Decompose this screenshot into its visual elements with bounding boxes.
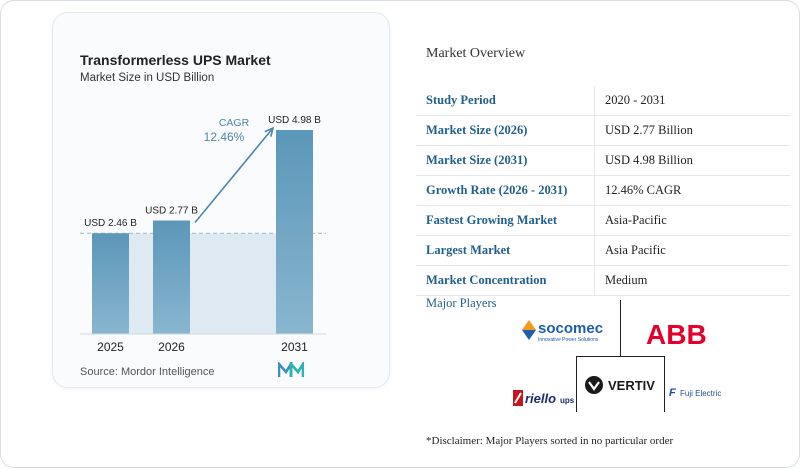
overview-table: Study Period 2020 - 2031 Market Size (20… — [416, 86, 790, 296]
cagr-arrow — [194, 127, 274, 224]
cagr-value: 12.46% — [204, 130, 245, 144]
abb-logo: ABB — [646, 319, 707, 348]
overview-label: Market Size (2026) — [426, 123, 528, 137]
cagr-arrowhead — [264, 126, 275, 137]
overview-value: USD 2.77 Billion — [594, 116, 693, 145]
overview-label: Fastest Growing Market — [426, 213, 557, 227]
riello-wordmark: riello — [525, 391, 556, 406]
source-note: Source: Mordor Intelligence — [80, 366, 215, 378]
socomec-tagline: Innovative Power Solutions — [538, 337, 599, 343]
players-divider — [576, 356, 664, 357]
bar-2031 — [276, 130, 313, 334]
overview-row: Market Concentration Medium — [416, 266, 790, 296]
bar-data-label: USD 2.46 B — [84, 218, 137, 229]
abb-wordmark: ABB — [646, 319, 707, 348]
fuji-electric-logo: F Fuji Electric — [669, 387, 721, 399]
overview-row: Largest Market Asia Pacific — [416, 236, 790, 266]
overview-row: Growth Rate (2026 - 2031) 12.46% CAGR — [416, 176, 790, 206]
socomec-wordmark: socomec — [538, 320, 603, 337]
overview-value: Asia-Pacific — [594, 206, 667, 235]
overview-row: Market Size (2026) USD 2.77 Billion — [416, 116, 790, 146]
overview-value: Medium — [594, 266, 647, 295]
chart-subtitle: Market Size in USD Billion — [80, 72, 215, 84]
overview-value: 12.46% CAGR — [594, 176, 681, 205]
svg-text:F: F — [669, 387, 676, 399]
overview-title: Market Overview — [426, 46, 526, 61]
x-tick-label: 2031 — [281, 340, 308, 354]
cagr-label: CAGR — [219, 117, 250, 129]
overview-label: Largest Market — [426, 243, 511, 257]
players-divider — [576, 356, 577, 412]
bar-2026 — [153, 220, 190, 334]
riello-suffix: ups — [560, 396, 575, 405]
overview-value: USD 4.98 Billion — [594, 146, 693, 175]
players-divider — [664, 356, 665, 412]
vertiv-logo: VERTIV — [585, 376, 655, 394]
x-tick-label: 2026 — [158, 340, 185, 354]
overview-label: Market Concentration — [426, 273, 547, 287]
overview-row: Fastest Growing Market Asia-Pacific — [416, 206, 790, 236]
bar-2025 — [92, 233, 129, 334]
bar-data-label: USD 4.98 B — [268, 115, 321, 126]
overview-label: Market Size (2031) — [426, 153, 528, 167]
disclaimer: *Disclaimer: Major Players sorted in no … — [426, 435, 674, 447]
overview-value: 2020 - 2031 — [594, 86, 665, 115]
overview-label: Growth Rate (2026 - 2031) — [426, 183, 568, 197]
overview-row: Market Size (2031) USD 4.98 Billion — [416, 146, 790, 176]
overview-label: Study Period — [426, 93, 496, 107]
bar-data-label: USD 2.77 B — [145, 206, 198, 217]
fuji-electric-wordmark: Fuji Electric — [680, 389, 721, 398]
overview-row: Study Period 2020 - 2031 — [416, 86, 790, 116]
overview-value: Asia Pacific — [594, 236, 666, 265]
major-players-title: Major Players — [426, 296, 497, 310]
x-tick-label: 2025 — [97, 340, 124, 354]
bar-chart: USD 2.46 B 2025 USD 2.77 B 2026 USD 4.98 B 20… — [80, 115, 326, 354]
chart-title: Transformerless UPS Market — [80, 52, 271, 68]
players-divider — [620, 300, 621, 356]
mordor-intelligence-logo — [278, 362, 304, 377]
vertiv-wordmark: VERTIV — [608, 378, 655, 393]
socomec-logo: socomec Innovative Power Solutions — [522, 320, 603, 343]
riello-ups-logo: riello ups — [513, 390, 575, 406]
